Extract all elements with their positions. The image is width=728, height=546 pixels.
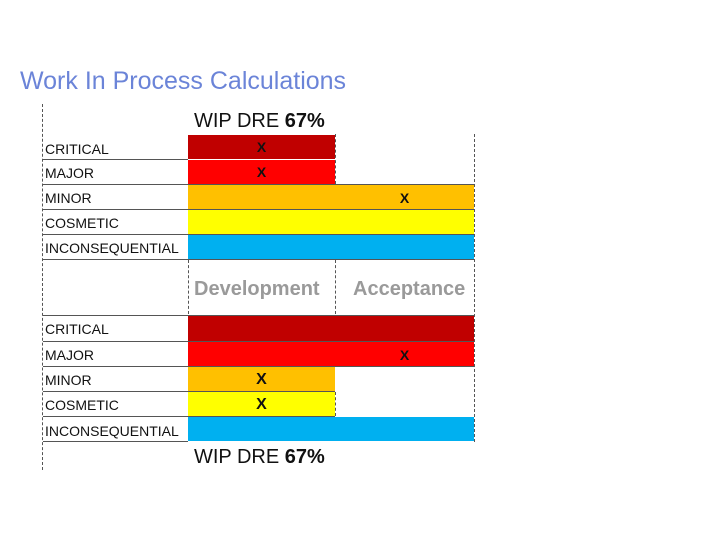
top-critical-dev-cell — [188, 135, 335, 159]
top-row-label-critical: CRITICAL — [45, 141, 109, 157]
bottom-minor-dev-cell — [188, 367, 335, 391]
top-separator — [43, 259, 474, 260]
top-major-dev-cell — [188, 160, 335, 184]
grid-line-middle-top — [335, 260, 336, 314]
top-inconsequential-cell — [188, 235, 474, 259]
grid-line-dev-left — [188, 260, 189, 314]
grid-line-middle-bottom — [335, 134, 336, 184]
bottom-cosmetic-dev-cell — [188, 392, 335, 416]
top-row-label-cosmetic: COSMETIC — [45, 215, 119, 231]
top-critical-dev-mark: X — [256, 139, 267, 155]
bottom-separator — [43, 341, 474, 342]
bottom-cosmetic-dev-mark: X — [256, 396, 267, 413]
column-header-development: Development — [194, 278, 320, 300]
bottom-separator — [43, 441, 188, 442]
top-minor-cell — [188, 185, 474, 209]
page-title: Work In Process Calculations — [20, 67, 347, 95]
top-row-label-inconsequential: INCONSEQUENTIAL — [45, 240, 179, 256]
top-row-label-minor: MINOR — [45, 190, 92, 206]
bottom-critical-cell — [188, 316, 474, 341]
wip-dre-bottom-label: WIP DRE — [194, 446, 280, 468]
bottom-row-label-cosmetic: COSMETIC — [45, 397, 119, 413]
bottom-row-label-critical: CRITICAL — [45, 321, 109, 337]
grid-line-left — [42, 104, 43, 470]
top-row-label-major: MAJOR — [45, 165, 94, 181]
bottom-separator — [43, 416, 335, 417]
bottom-separator — [43, 391, 335, 392]
bottom-major-cell — [188, 342, 474, 366]
top-minor-acc-mark: X — [399, 190, 410, 206]
top-separator — [43, 234, 474, 235]
top-separator — [43, 159, 188, 160]
wip-dre-top-label: WIP DRE — [194, 110, 280, 132]
wip-dre-bottom-value: 67% — [284, 446, 325, 468]
column-header-acceptance: Acceptance — [353, 278, 466, 300]
bottom-row-label-minor: MINOR — [45, 372, 92, 388]
wip-dre-top: WIP DRE 67% — [194, 110, 325, 133]
wip-dre-top-value: 67% — [284, 110, 325, 132]
top-separator — [43, 209, 474, 210]
top-cosmetic-cell — [188, 210, 474, 234]
grid-line-right — [474, 134, 475, 442]
bottom-major-acc-mark: X — [399, 347, 410, 363]
bottom-inconsequential-cell — [188, 417, 474, 441]
grid-line-middle-lower — [335, 392, 336, 416]
top-separator — [43, 184, 474, 185]
wip-dre-bottom: WIP DRE 67% — [194, 446, 325, 469]
bottom-separator — [43, 366, 474, 367]
bottom-row-label-major: MAJOR — [45, 347, 94, 363]
bottom-separator — [43, 315, 474, 316]
bottom-row-label-inconsequential: INCONSEQUENTIAL — [45, 423, 179, 439]
bottom-minor-dev-mark: X — [256, 371, 267, 388]
top-major-dev-mark: X — [256, 164, 267, 180]
